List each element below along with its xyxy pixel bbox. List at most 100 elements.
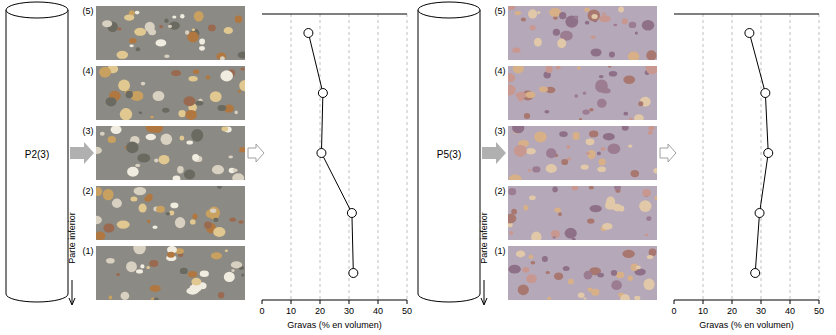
aggregate [599,158,606,165]
aggregate [140,264,144,268]
cylinder-top [6,2,68,18]
aggregate [587,219,594,224]
aggregate [136,47,141,51]
line [308,33,353,273]
aggregate [106,97,117,106]
aggregate [200,271,209,277]
aggregate [634,114,644,120]
tick-label: 50 [814,306,824,316]
aggregate [178,110,185,117]
aggregate [220,56,225,60]
aggregate [595,79,608,92]
aggregate [149,260,158,267]
aggregate [509,174,522,180]
arrow-line [72,280,73,304]
aggregate [532,166,540,172]
section-label: (4) [83,66,94,76]
aggregate [524,113,530,119]
aggregate [238,90,241,93]
aggregate [210,91,222,102]
aggregate [218,105,227,111]
aggregate [609,52,615,58]
aggregate [117,220,130,228]
photo-bg [96,186,245,240]
aggregate [156,206,165,213]
aggregate [528,255,533,259]
aggregate [204,222,212,229]
arrow [660,144,676,162]
aggregate [224,27,233,34]
aggregate [106,258,115,264]
aggregate [518,284,529,295]
aggregate [582,110,589,115]
aggregate [623,112,628,116]
aggregate [190,219,196,224]
aggregate [574,15,579,19]
aggregate [516,250,525,257]
aggregate [180,136,185,141]
aggregate [583,92,586,95]
aggregate [529,195,536,200]
aggregate [554,207,561,212]
aggregate [642,20,655,30]
aggregate [563,266,570,271]
aggregate [169,211,174,216]
aggregate [584,271,593,280]
aggregate [546,66,553,73]
aggregate [225,250,228,252]
aggregate [526,274,537,283]
aggregate [112,199,122,208]
aggregate [145,22,155,32]
aggregate [645,234,649,236]
tick-label: 20 [727,306,737,316]
aggregate [512,126,524,133]
aggregate [616,272,624,278]
aggregate [222,127,229,132]
grid-line [349,14,350,300]
aggregate [134,28,146,36]
photo-bg [508,66,657,120]
aggregate [629,22,637,28]
marker [317,149,326,158]
aggregate [156,39,167,46]
aggregate [99,67,111,78]
grid-line [790,14,791,300]
aggregate [515,11,522,15]
aggregate [193,70,199,74]
aggregate [611,280,622,290]
grid-line [291,14,292,300]
aggregate [646,66,657,75]
aggregate [553,29,560,36]
aggregate [126,142,138,154]
aggregate [608,143,621,154]
aggregate [653,168,657,174]
cylinder-body [6,10,68,302]
grid-line [378,14,379,300]
aggregate [552,187,557,193]
tick [407,300,408,304]
aggregate [191,129,203,142]
aggregate [103,223,114,232]
aggregate [121,292,130,300]
tick [291,300,292,304]
aggregate [609,71,617,77]
data [745,29,773,278]
sample-title: P5(3) [437,149,461,160]
aggregate [180,268,188,274]
aggregate [139,112,142,114]
aggregate [600,147,605,151]
aggregate [597,167,606,173]
aggregate [150,285,161,292]
aggregate [634,296,640,300]
aggregate [631,170,640,177]
aggregate [100,132,105,136]
aggregate [648,126,654,131]
aggregate [508,214,516,224]
tick-label: 40 [373,306,383,316]
aggregate [508,188,516,195]
aggregate [512,48,520,53]
tick-label: 10 [286,306,296,316]
x-axis [262,300,407,301]
aggregate [96,216,102,225]
aggregate [224,272,235,282]
